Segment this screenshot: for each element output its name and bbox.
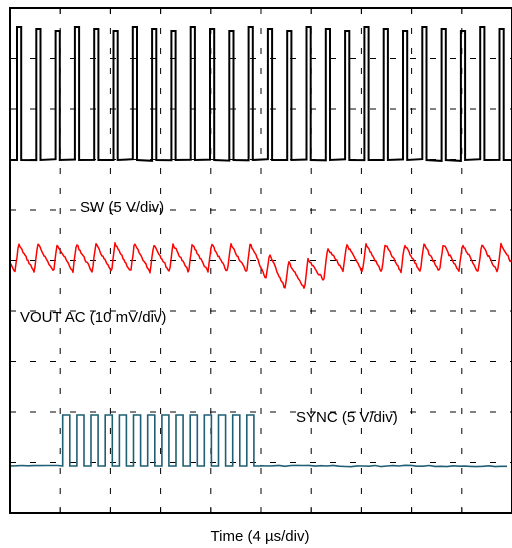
sw-trace-label: SW (5 V/div): [80, 199, 164, 216]
x-axis-label: Time (4 µs/div): [211, 528, 310, 545]
vout-trace-label: VOUT AC (10 mV/div): [20, 309, 166, 326]
sync-trace: [9, 414, 507, 468]
sw-trace: [10, 26, 512, 162]
plot-frame: [9, 7, 512, 514]
sync-trace-label: SYNC (5 V/div): [296, 409, 398, 426]
vout-ac-trace: [9, 242, 512, 289]
